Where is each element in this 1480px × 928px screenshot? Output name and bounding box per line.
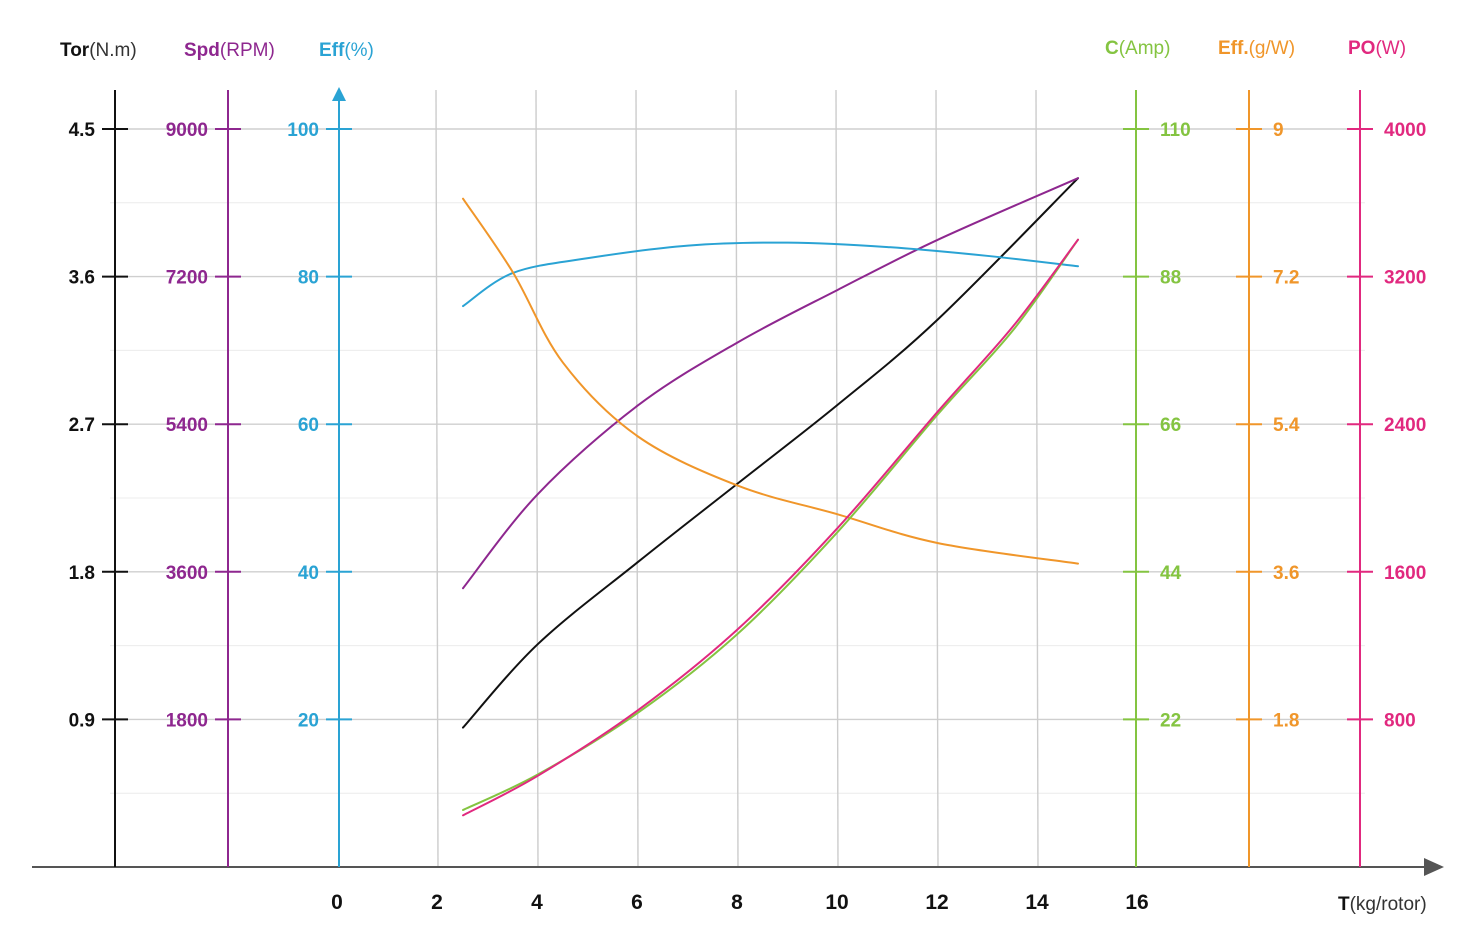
gridline-vertical bbox=[635, 89, 639, 868]
tor-tick-label: 0.9 bbox=[69, 710, 95, 731]
gridline-vertical bbox=[935, 89, 939, 868]
gw-tick-label: 7.2 bbox=[1273, 268, 1299, 289]
gw-tick-label: 1.8 bbox=[1273, 710, 1299, 731]
spd-tick-label: 7200 bbox=[166, 268, 208, 289]
tor-series-line bbox=[462, 177, 1079, 729]
series-lines bbox=[462, 177, 1079, 817]
x-tick-label: 0 bbox=[331, 891, 343, 914]
gridline-vertical bbox=[835, 89, 839, 868]
amp-tick-label: 88 bbox=[1160, 268, 1181, 289]
amp-tick-label: 22 bbox=[1160, 710, 1181, 731]
spd-tick-label: 5400 bbox=[166, 415, 208, 436]
pw-tick-label: 800 bbox=[1384, 710, 1416, 731]
x-tick-label: 2 bbox=[431, 891, 443, 914]
amp-tick-label: 66 bbox=[1160, 415, 1181, 436]
tor-tick-label: 4.5 bbox=[69, 120, 96, 141]
gridline-vertical bbox=[535, 89, 539, 868]
x-tick-label: 8 bbox=[731, 891, 743, 914]
amp-tick-label: 44 bbox=[1160, 563, 1182, 584]
gridline-vertical bbox=[735, 89, 739, 868]
spd-tick-label: 9000 bbox=[166, 120, 208, 141]
x-tick-label: 10 bbox=[825, 891, 848, 914]
eff-tick-label: 40 bbox=[298, 563, 319, 584]
gridline-vertical bbox=[1035, 89, 1039, 868]
tor-tick-label: 2.7 bbox=[69, 415, 95, 436]
labels: 0 2 4 6 8 10 12 14 16 T(kg/rotor) Tor(N.m) 0.9 1.8 2.… bbox=[60, 38, 1427, 915]
amp-axis-title: C(Amp) bbox=[1105, 38, 1170, 59]
pw-series-line bbox=[462, 238, 1079, 817]
gw-tick-label: 3.6 bbox=[1273, 563, 1299, 584]
gw-tick-label: 9 bbox=[1273, 120, 1284, 141]
x-tick-label: 14 bbox=[1025, 891, 1049, 914]
spd-axis-title: Spd(RPM) bbox=[184, 40, 275, 61]
pw-tick-label: 3200 bbox=[1384, 268, 1426, 289]
eff-tick-label: 20 bbox=[298, 710, 319, 731]
x-axis-arrow-icon bbox=[1424, 858, 1444, 876]
spd-series-line bbox=[462, 177, 1079, 590]
eff-tick-label: 100 bbox=[287, 120, 319, 141]
eff-tick-label: 60 bbox=[298, 415, 319, 436]
pw-tick-label: 1600 bbox=[1384, 563, 1426, 584]
spd-tick-label: 3600 bbox=[166, 563, 208, 584]
gw-series-line bbox=[462, 197, 1079, 565]
eff-tick-label: 80 bbox=[298, 268, 319, 289]
x-tick-label: 16 bbox=[1125, 891, 1148, 914]
grid bbox=[110, 89, 1365, 868]
pw-axis-title: PO(W) bbox=[1348, 38, 1406, 59]
tor-tick-label: 3.6 bbox=[69, 268, 95, 289]
gw-axis-title: Eff.(g/W) bbox=[1218, 38, 1295, 59]
tor-axis-title: Tor(N.m) bbox=[60, 40, 137, 61]
tor-tick-label: 1.8 bbox=[69, 563, 95, 584]
eff-axis-title: Eff(%) bbox=[319, 40, 374, 61]
amp-tick-label: 110 bbox=[1160, 120, 1191, 141]
eff-series-line bbox=[462, 241, 1079, 308]
gridline-vertical bbox=[435, 89, 439, 868]
gw-tick-label: 5.4 bbox=[1273, 415, 1300, 436]
x-tick-label: 6 bbox=[631, 891, 643, 914]
x-tick-label: 4 bbox=[531, 891, 543, 914]
x-axis-title: T(kg/rotor) bbox=[1338, 894, 1427, 915]
spd-tick-label: 1800 bbox=[166, 710, 208, 731]
pw-tick-label: 4000 bbox=[1384, 120, 1426, 141]
pw-tick-label: 2400 bbox=[1384, 415, 1426, 436]
axes bbox=[32, 87, 1444, 876]
x-tick-label: 12 bbox=[925, 891, 948, 914]
